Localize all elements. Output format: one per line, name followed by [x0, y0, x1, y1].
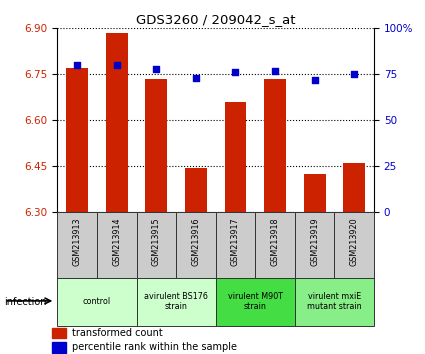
Title: GDS3260 / 209042_s_at: GDS3260 / 209042_s_at	[136, 13, 295, 26]
Text: GSM213919: GSM213919	[310, 218, 319, 266]
Text: control: control	[83, 297, 111, 306]
Bar	[343, 163, 365, 212]
Bar	[57, 212, 97, 278]
Bar	[66, 68, 88, 212]
Bar	[176, 212, 215, 278]
Bar	[295, 278, 374, 326]
Bar	[215, 212, 255, 278]
Text: avirulent BS176
strain: avirulent BS176 strain	[144, 292, 208, 312]
Text: GSM213920: GSM213920	[350, 218, 359, 266]
Text: GSM213917: GSM213917	[231, 218, 240, 266]
Text: virulent mxiE
mutant strain: virulent mxiE mutant strain	[307, 292, 362, 312]
Text: GSM213918: GSM213918	[271, 218, 280, 266]
Bar	[136, 278, 215, 326]
Point	[272, 68, 278, 74]
Point	[193, 75, 199, 81]
Bar	[145, 79, 167, 212]
Text: transformed count: transformed count	[72, 328, 163, 338]
Bar	[97, 212, 136, 278]
Text: infection: infection	[4, 297, 47, 307]
Text: virulent M90T
strain: virulent M90T strain	[228, 292, 283, 312]
Bar	[185, 168, 207, 212]
Point	[153, 66, 160, 72]
Text: percentile rank within the sample: percentile rank within the sample	[72, 342, 237, 352]
Point	[351, 72, 357, 77]
Text: GSM213916: GSM213916	[191, 218, 201, 266]
Bar	[334, 212, 374, 278]
Point	[113, 62, 120, 68]
Text: GSM213914: GSM213914	[112, 218, 121, 266]
Bar	[295, 212, 334, 278]
Bar	[52, 328, 65, 338]
Bar	[304, 174, 326, 212]
Bar	[224, 102, 246, 212]
Point	[232, 70, 239, 75]
Point	[311, 77, 318, 83]
Bar	[52, 342, 65, 353]
Point	[74, 62, 81, 68]
Bar	[57, 278, 136, 326]
Bar	[106, 33, 128, 212]
Bar	[255, 212, 295, 278]
Text: GSM213915: GSM213915	[152, 218, 161, 266]
Bar	[264, 79, 286, 212]
Text: GSM213913: GSM213913	[73, 218, 82, 266]
Bar	[215, 278, 295, 326]
Bar	[136, 212, 176, 278]
